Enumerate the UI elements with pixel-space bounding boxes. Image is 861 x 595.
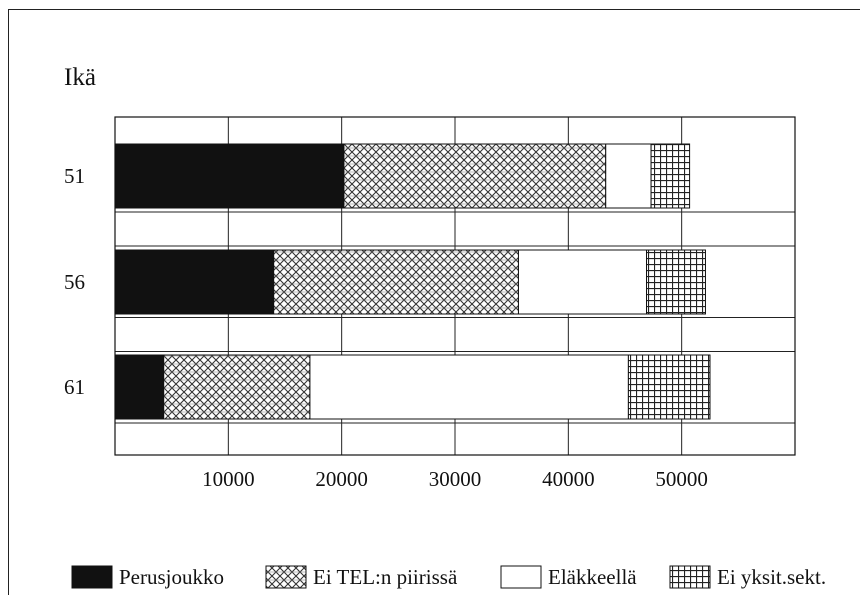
y-axis-title: Ikä	[64, 64, 96, 91]
x-tick-label: 40000	[542, 467, 595, 491]
bar-segment	[273, 249, 519, 315]
x-tick-label: 50000	[655, 467, 708, 491]
bar-segment	[517, 249, 648, 315]
bar-segment	[114, 143, 345, 209]
x-tick-label: 10000	[202, 467, 255, 491]
legend-label: Perusjoukko	[119, 565, 224, 589]
category-label: 51	[64, 164, 85, 188]
category-label: 61	[64, 375, 85, 399]
bar-segment	[163, 354, 311, 420]
legend-label: Ei TEL:n piirissä	[313, 565, 458, 589]
legend-swatch	[71, 565, 113, 589]
bar-segment	[627, 354, 711, 420]
bar-segment	[309, 354, 629, 420]
bar-segment	[646, 249, 706, 315]
legend-swatch	[265, 565, 307, 589]
legend: Perusjoukko Ei TEL:n piirissä Eläkkeellä Ei…	[71, 565, 826, 589]
bar-segment	[343, 143, 607, 209]
legend-label: Eläkkeellä	[548, 565, 637, 589]
legend-swatch	[669, 565, 711, 589]
bar-segment	[114, 354, 165, 420]
legend-swatch	[500, 565, 542, 589]
category-label: 56	[64, 270, 85, 294]
x-tick-label: 30000	[429, 467, 482, 491]
x-tick-label: 20000	[315, 467, 368, 491]
chart-frame	[8, 9, 860, 595]
bar-segment	[114, 249, 275, 315]
bar-segment	[650, 143, 691, 209]
plot-border	[114, 116, 796, 456]
bar-segment	[605, 143, 652, 209]
plot-area: 51 56 61 10000 20000 30000 40000 50000	[64, 116, 796, 491]
legend-label: Ei yksit.sekt.	[717, 565, 826, 589]
